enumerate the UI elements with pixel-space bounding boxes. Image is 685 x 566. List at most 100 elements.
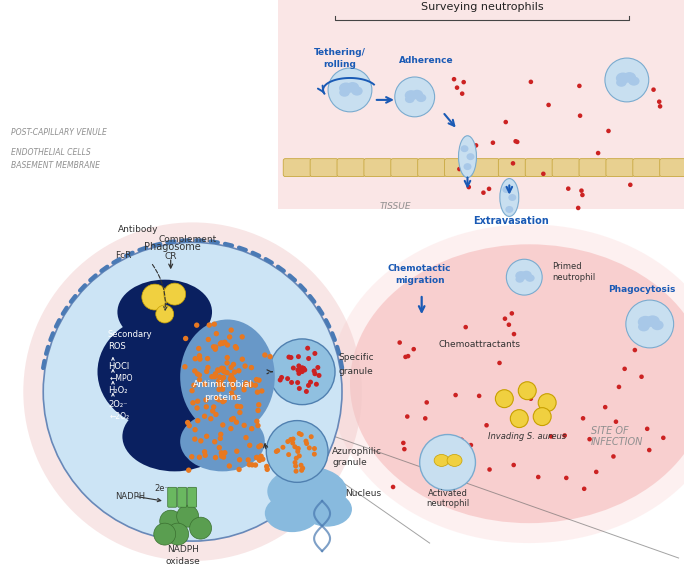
Ellipse shape: [434, 454, 449, 466]
Circle shape: [216, 397, 222, 402]
Circle shape: [236, 368, 242, 374]
Ellipse shape: [623, 72, 636, 83]
Circle shape: [216, 387, 222, 392]
Circle shape: [301, 366, 306, 371]
Text: Nucleus: Nucleus: [345, 489, 381, 498]
Circle shape: [212, 346, 218, 352]
Circle shape: [241, 387, 247, 392]
FancyBboxPatch shape: [633, 158, 661, 177]
FancyBboxPatch shape: [660, 158, 685, 177]
Text: Chemotactic: Chemotactic: [388, 264, 451, 273]
Ellipse shape: [458, 136, 477, 178]
Circle shape: [269, 339, 335, 405]
Circle shape: [219, 366, 225, 372]
Circle shape: [229, 382, 235, 387]
Circle shape: [234, 345, 239, 351]
Text: Tethering/: Tethering/: [314, 48, 366, 57]
Circle shape: [420, 435, 475, 490]
Circle shape: [614, 419, 619, 424]
Ellipse shape: [180, 411, 265, 471]
Circle shape: [606, 128, 611, 133]
Circle shape: [286, 439, 290, 444]
Circle shape: [529, 396, 533, 401]
Circle shape: [233, 344, 238, 349]
Circle shape: [217, 374, 223, 380]
Circle shape: [312, 452, 317, 457]
Circle shape: [503, 120, 508, 125]
Circle shape: [514, 199, 518, 203]
Circle shape: [427, 447, 432, 452]
Circle shape: [306, 356, 311, 361]
Ellipse shape: [638, 316, 653, 328]
Ellipse shape: [339, 88, 350, 97]
Circle shape: [213, 412, 219, 417]
Circle shape: [238, 404, 243, 409]
Circle shape: [300, 466, 306, 471]
Circle shape: [195, 398, 200, 404]
Circle shape: [253, 462, 258, 468]
Ellipse shape: [346, 82, 359, 93]
Circle shape: [204, 434, 210, 439]
Circle shape: [304, 389, 309, 394]
Circle shape: [512, 463, 516, 468]
Ellipse shape: [350, 245, 685, 523]
Circle shape: [211, 404, 216, 410]
Circle shape: [232, 395, 238, 400]
Circle shape: [192, 436, 197, 442]
Text: neutrophil: neutrophil: [552, 273, 595, 282]
Circle shape: [219, 340, 224, 345]
Circle shape: [221, 375, 226, 380]
Circle shape: [260, 457, 266, 462]
Circle shape: [481, 190, 486, 195]
Circle shape: [213, 455, 218, 460]
Ellipse shape: [330, 224, 685, 543]
Circle shape: [177, 505, 199, 527]
Circle shape: [259, 388, 264, 394]
Circle shape: [290, 440, 295, 445]
Circle shape: [254, 419, 260, 424]
Circle shape: [277, 378, 283, 383]
Circle shape: [512, 332, 516, 336]
Ellipse shape: [638, 322, 649, 331]
Text: POST-CAPILLARY VENULE: POST-CAPILLARY VENULE: [12, 128, 108, 137]
Circle shape: [258, 453, 264, 459]
Ellipse shape: [405, 90, 417, 101]
Text: Antimicrobial: Antimicrobial: [192, 380, 253, 389]
Text: Surveying neutrophils: Surveying neutrophils: [421, 2, 544, 12]
Text: ←MPO: ←MPO: [110, 374, 134, 383]
Ellipse shape: [180, 319, 275, 434]
Circle shape: [203, 397, 209, 402]
Text: 2O₂⁻: 2O₂⁻: [108, 400, 127, 409]
Circle shape: [469, 443, 473, 447]
Circle shape: [220, 341, 225, 346]
Circle shape: [297, 386, 302, 391]
Circle shape: [160, 510, 182, 532]
Circle shape: [290, 436, 296, 441]
Circle shape: [302, 367, 308, 372]
Circle shape: [192, 356, 198, 362]
Text: ←2O₂: ←2O₂: [110, 411, 130, 421]
FancyBboxPatch shape: [283, 158, 311, 177]
Circle shape: [216, 379, 221, 384]
Circle shape: [506, 259, 543, 295]
Circle shape: [487, 467, 492, 472]
Circle shape: [241, 383, 247, 389]
Circle shape: [566, 186, 571, 191]
Circle shape: [297, 371, 301, 376]
Circle shape: [474, 143, 478, 148]
Circle shape: [212, 321, 217, 327]
Circle shape: [229, 380, 234, 385]
Circle shape: [222, 450, 227, 456]
Text: NADPH: NADPH: [166, 545, 199, 554]
Circle shape: [240, 357, 245, 362]
Circle shape: [306, 383, 311, 388]
Circle shape: [208, 416, 214, 422]
Circle shape: [210, 408, 215, 414]
Circle shape: [220, 387, 225, 392]
Circle shape: [254, 454, 260, 460]
Circle shape: [457, 167, 462, 171]
Ellipse shape: [411, 90, 423, 99]
Circle shape: [245, 457, 251, 462]
Circle shape: [220, 376, 225, 381]
Text: neutrophil: neutrophil: [426, 499, 469, 508]
